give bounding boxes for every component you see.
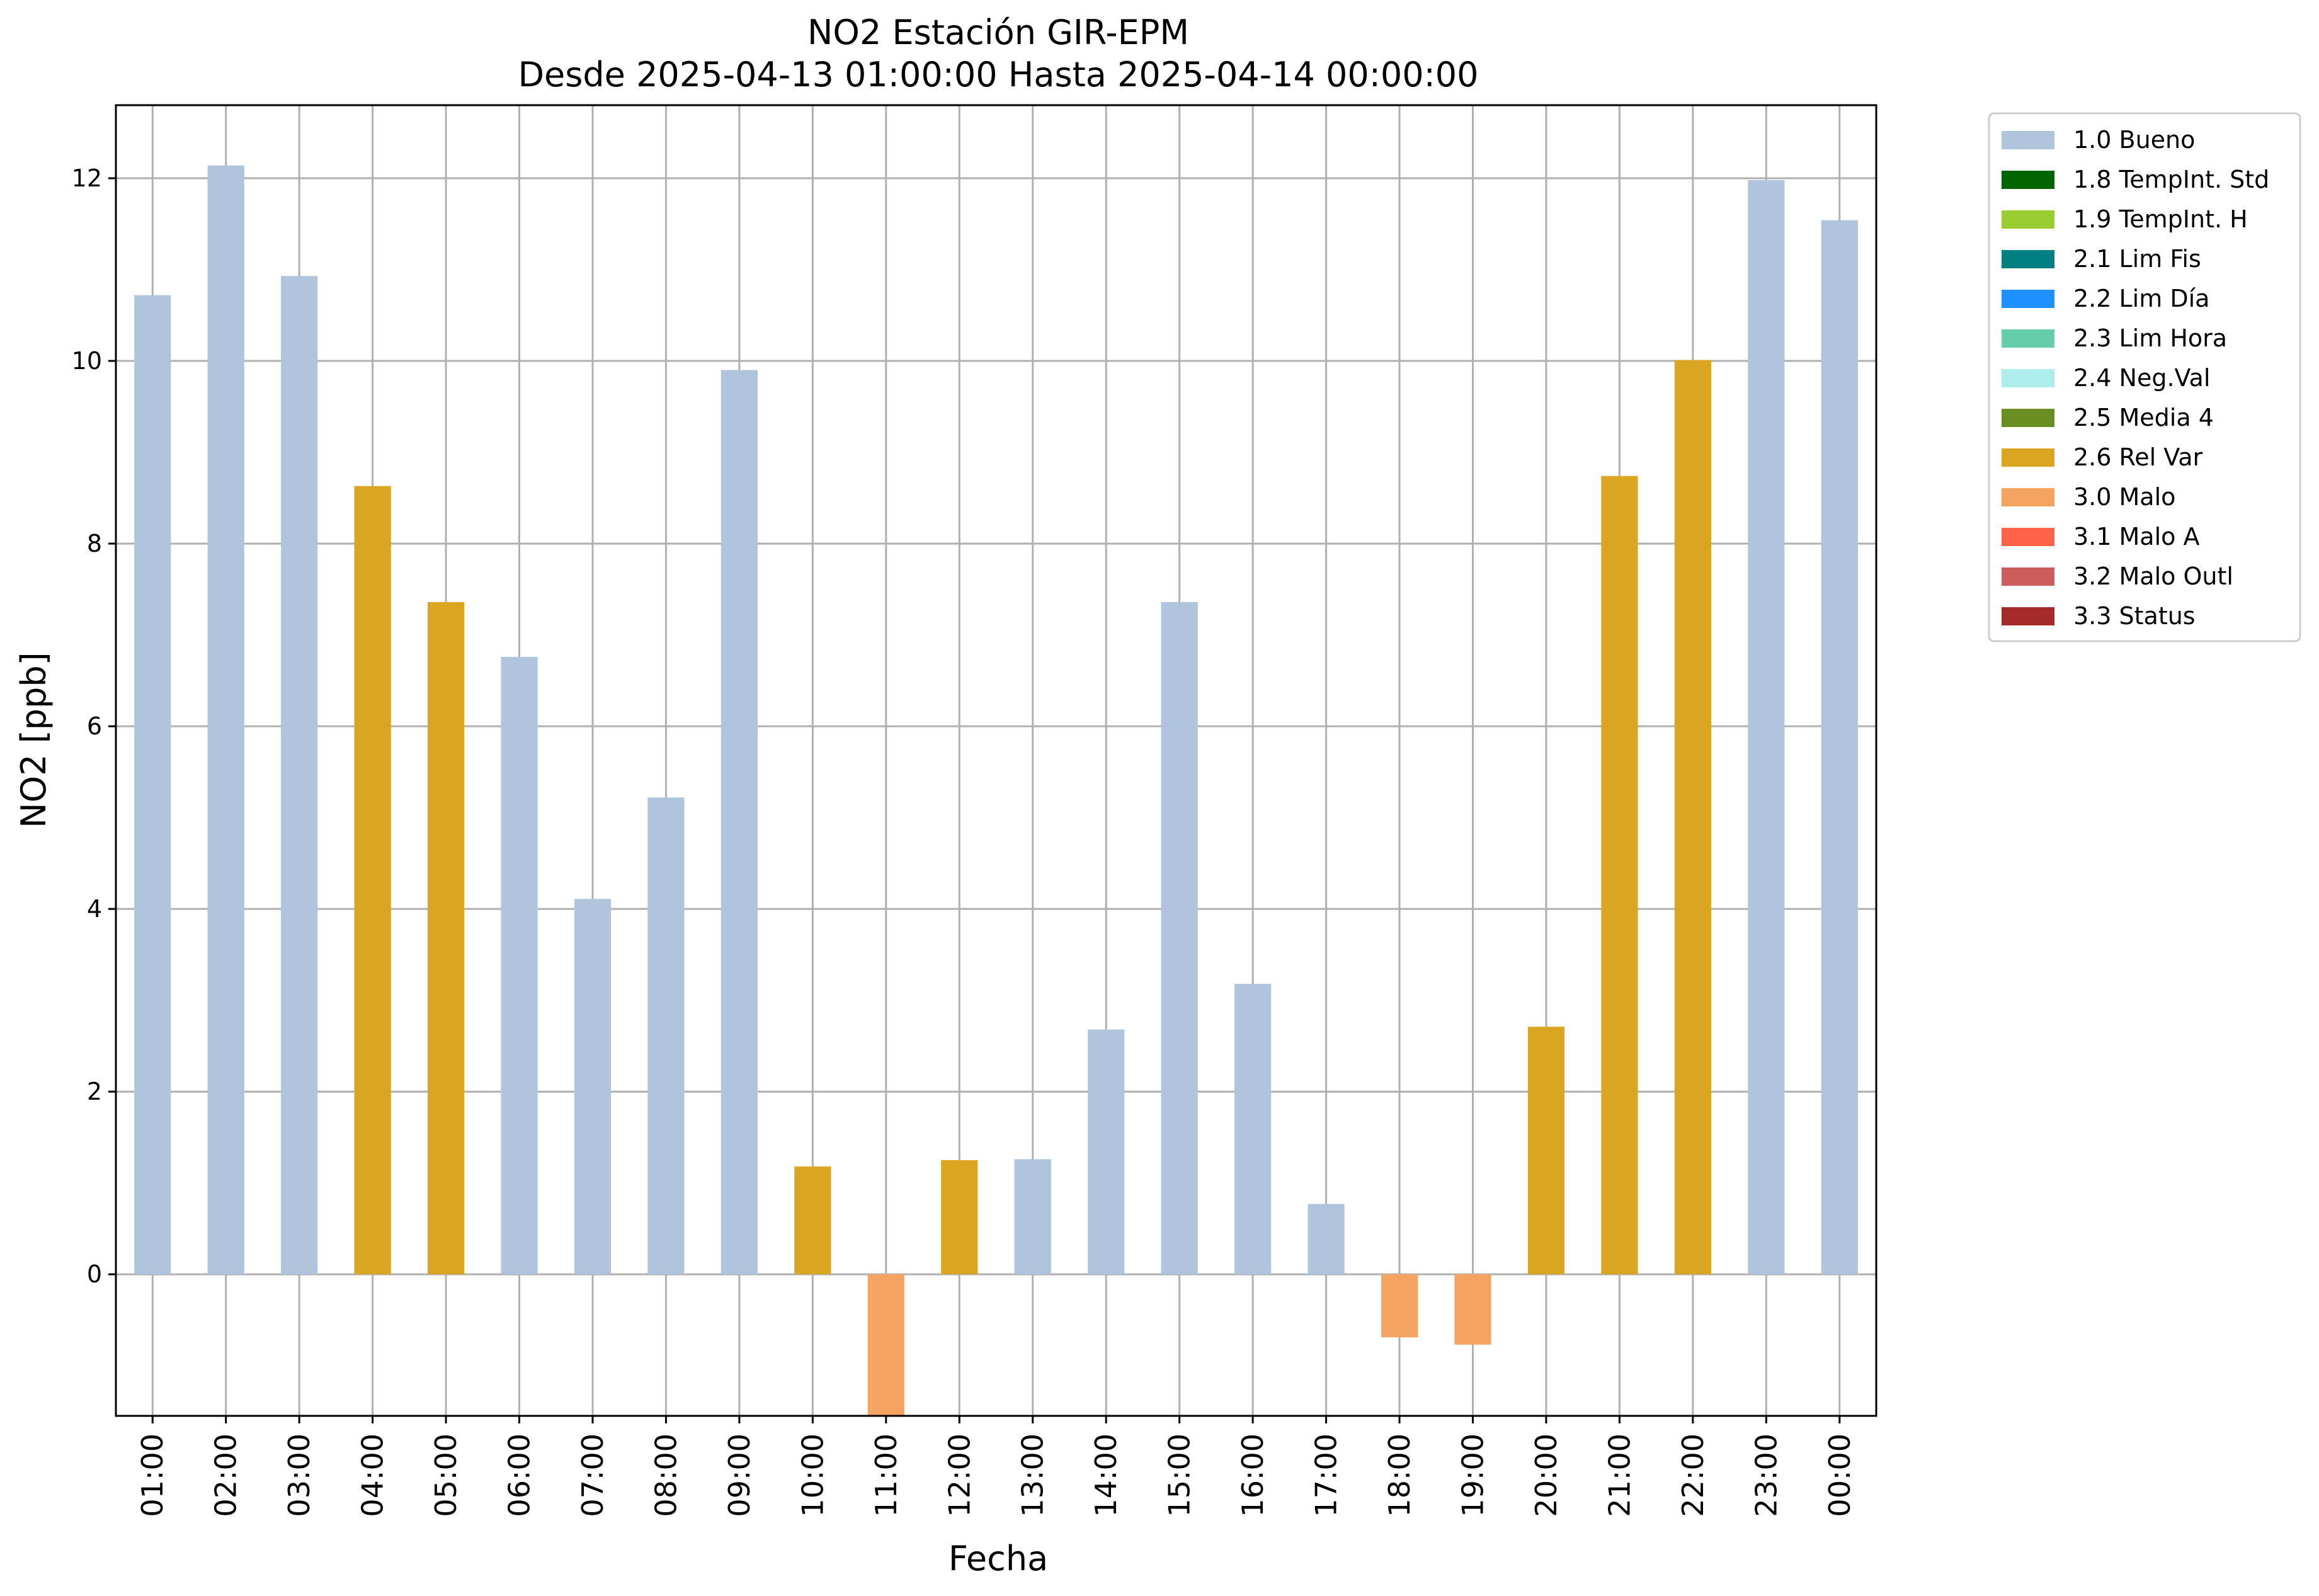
legend-label: 2.3 Lim Hora <box>2073 324 2227 352</box>
y-tick-label: 10 <box>72 347 102 375</box>
bar <box>794 1166 831 1275</box>
legend-swatch <box>2002 290 2054 308</box>
x-tick-label: 19:00 <box>1456 1434 1490 1517</box>
legend-label: 3.2 Malo Outl <box>2073 562 2233 590</box>
bars <box>134 165 1858 1416</box>
x-tick-label: 09:00 <box>722 1434 756 1517</box>
bar <box>354 486 391 1275</box>
legend-label: 3.1 Malo A <box>2073 523 2199 550</box>
x-tick-label: 18:00 <box>1382 1434 1416 1517</box>
x-tick-label: 00:00 <box>1823 1434 1857 1517</box>
bar <box>647 797 685 1275</box>
bar <box>1674 360 1711 1275</box>
bar <box>1088 1029 1125 1275</box>
legend-swatch <box>2002 488 2054 506</box>
bar <box>1161 601 1198 1275</box>
x-tick-label: 17:00 <box>1309 1434 1343 1517</box>
legend-swatch <box>2002 250 2054 268</box>
legend-label: 1.0 Bueno <box>2073 126 2195 154</box>
bar <box>501 656 538 1275</box>
legend-label: 3.3 Status <box>2073 602 2196 630</box>
y-tick-label: 4 <box>87 895 102 923</box>
bar <box>721 370 758 1275</box>
x-tick-label: 12:00 <box>942 1434 976 1517</box>
legend-swatch <box>2002 171 2054 189</box>
bar <box>207 165 244 1275</box>
bar <box>574 899 612 1275</box>
y-tick-label: 0 <box>87 1260 102 1288</box>
chart-subtitle: Desde 2025-04-13 01:00:00 Hasta 2025-04-… <box>518 55 1478 94</box>
x-tick-label: 22:00 <box>1676 1434 1710 1517</box>
x-tick-label: 03:00 <box>282 1434 316 1517</box>
x-tick-label: 23:00 <box>1749 1434 1783 1517</box>
legend-label: 2.4 Neg.Val <box>2073 364 2210 392</box>
x-tick-label: 20:00 <box>1529 1434 1563 1517</box>
legend-swatch <box>2002 369 2054 387</box>
legend-swatch <box>2002 409 2054 427</box>
legend-swatch <box>2002 210 2054 229</box>
legend-label: 2.2 Lim Día <box>2073 285 2209 312</box>
legend-swatch <box>2002 607 2054 625</box>
y-axis-ticks: 0 2 4 6 8 10 12 <box>72 164 116 1288</box>
legend-swatch <box>2002 567 2054 586</box>
y-tick-label: 2 <box>87 1078 102 1105</box>
y-tick-label: 12 <box>72 164 102 192</box>
x-tick-label: 07:00 <box>576 1434 610 1517</box>
bar <box>1527 1027 1565 1275</box>
x-tick-label: 05:00 <box>429 1434 463 1517</box>
legend-swatch <box>2002 528 2054 546</box>
legend-label: 2.6 Rel Var <box>2073 443 2203 471</box>
bar <box>1014 1159 1051 1275</box>
legend: 1.0 Bueno 1.8 TempInt. Std 1.9 TempInt. H 2… <box>1988 112 2301 642</box>
x-tick-label: 01:00 <box>135 1434 169 1517</box>
legend-label: 2.5 Media 4 <box>2073 404 2214 431</box>
x-tick-label: 08:00 <box>649 1434 683 1517</box>
x-tick-label: 10:00 <box>795 1434 829 1517</box>
x-tick-label: 11:00 <box>869 1434 903 1517</box>
x-tick-label: 21:00 <box>1602 1434 1636 1517</box>
bar <box>1234 984 1272 1275</box>
bar <box>1381 1274 1418 1338</box>
x-axis-label: Fecha <box>949 1539 1048 1578</box>
legend-swatch <box>2002 448 2054 467</box>
bar <box>1454 1274 1491 1345</box>
y-tick-label: 6 <box>87 712 102 740</box>
x-tick-label: 13:00 <box>1016 1434 1050 1517</box>
x-axis-ticks: 01:00 02:00 03:00 04:00 05:00 06:00 07:00 08:00… <box>135 1416 1857 1517</box>
x-tick-label: 04:00 <box>356 1434 390 1517</box>
legend-frame <box>1988 112 2301 642</box>
x-tick-label: 15:00 <box>1163 1434 1197 1517</box>
legend-label: 2.1 Lim Fis <box>2073 245 2201 273</box>
bar <box>427 601 465 1275</box>
legend-swatch <box>2002 329 2054 348</box>
chart-title: NO2 Estación GIR-EPM <box>807 13 1189 52</box>
x-tick-label: 14:00 <box>1089 1434 1123 1517</box>
bar <box>1748 180 1785 1275</box>
legend-swatch <box>2002 131 2054 149</box>
bar <box>134 295 171 1275</box>
bar <box>281 276 318 1275</box>
y-axis-label: NO2 [ppb] <box>14 652 54 828</box>
x-tick-label: 02:00 <box>209 1434 243 1517</box>
bar <box>867 1274 904 1416</box>
legend-label: 1.9 TempInt. H <box>2073 205 2248 233</box>
legend-label: 1.8 TempInt. Std <box>2073 166 2269 193</box>
x-tick-label: 06:00 <box>503 1434 537 1517</box>
x-tick-label: 16:00 <box>1236 1434 1270 1517</box>
bar <box>1821 220 1858 1275</box>
bar <box>941 1160 978 1275</box>
legend-label: 3.0 Malo <box>2073 483 2175 511</box>
plot-frame <box>115 104 1877 1417</box>
y-tick-label: 8 <box>87 530 102 557</box>
bar <box>1601 476 1638 1275</box>
bar <box>1308 1204 1345 1275</box>
